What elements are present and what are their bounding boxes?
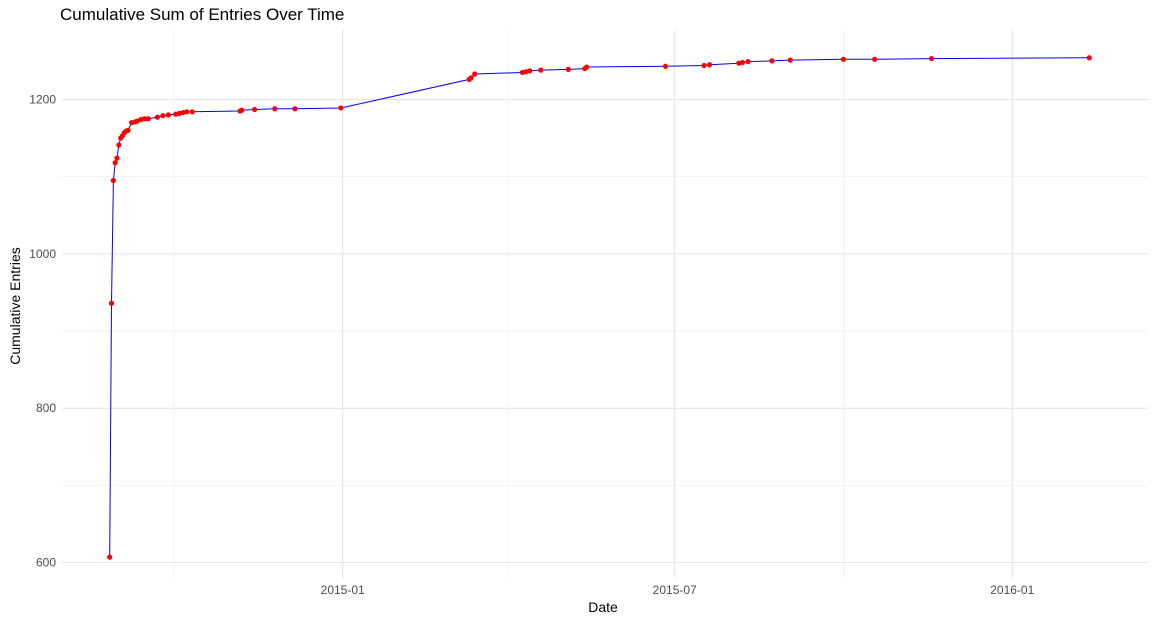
data-point (769, 58, 775, 64)
x-tick-label: 2016-01 (990, 583, 1034, 597)
data-point (108, 300, 115, 306)
data-point (338, 105, 344, 111)
x-tick-label: 2015-07 (653, 583, 697, 597)
data-point (239, 107, 245, 113)
data-point (145, 116, 151, 122)
y-axis: 600 800 1000 1200 (29, 92, 56, 569)
data-point (1086, 55, 1092, 61)
y-axis-title: Cumulative Entries (7, 247, 23, 365)
data-point (701, 62, 707, 69)
y-tick-label: 800 (36, 401, 56, 415)
data-point (872, 56, 878, 62)
data-point (584, 64, 590, 70)
data-point (184, 109, 190, 115)
y-tick-label: 1200 (29, 92, 56, 106)
data-point (745, 59, 751, 65)
data-point (538, 67, 544, 73)
series-line (109, 57, 1090, 558)
chart-title: Cumulative Sum of Entries Over Time (60, 5, 345, 24)
data-point (125, 127, 131, 133)
data-point (787, 57, 793, 63)
data-point (189, 109, 195, 115)
data-point (928, 55, 935, 62)
data-point (107, 554, 113, 560)
data-point (565, 66, 571, 72)
data-point (292, 106, 298, 112)
data-point (468, 75, 474, 81)
y-tick-label: 600 (36, 556, 56, 570)
data-point (840, 56, 847, 62)
grid (62, 30, 1148, 578)
data-point (662, 63, 669, 69)
data-point (154, 114, 160, 120)
data-point (272, 106, 278, 112)
data-point (739, 59, 746, 66)
x-axis: 2015-01 2015-07 2016-01 (321, 583, 1035, 597)
data-point (252, 106, 258, 113)
data-point (116, 142, 122, 148)
x-axis-title: Date (588, 599, 618, 615)
data-point (527, 68, 533, 74)
data-point (141, 116, 148, 122)
data-point (472, 71, 478, 77)
data-point (114, 155, 120, 161)
data-point (160, 113, 166, 119)
data-point (112, 160, 118, 166)
x-tick-label: 2015-01 (321, 583, 365, 597)
data-point (110, 177, 116, 184)
series (107, 55, 1092, 560)
data-point (706, 62, 713, 68)
data-point (165, 112, 171, 118)
y-tick-label: 1000 (29, 247, 56, 261)
